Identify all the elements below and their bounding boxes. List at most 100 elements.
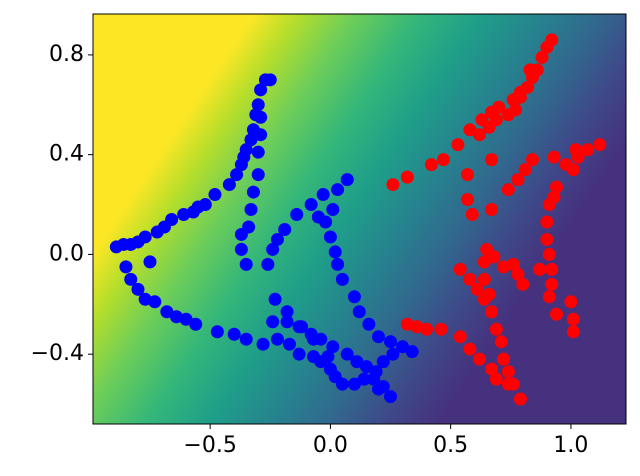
scatter-point	[482, 120, 496, 134]
scatter-point	[542, 290, 556, 304]
scatter-point	[485, 305, 499, 319]
scatter-point	[208, 188, 222, 202]
scatter-point	[465, 208, 479, 222]
scatter-point	[451, 138, 465, 152]
scatter-point	[335, 272, 349, 286]
scatter-point	[492, 100, 506, 114]
scatter-point	[307, 332, 321, 346]
scatter-point	[523, 63, 537, 77]
scatter-point	[542, 198, 556, 212]
scatter-point	[489, 322, 503, 336]
scatter-point	[124, 272, 138, 286]
scatter-point	[516, 277, 530, 291]
scatter-point	[473, 352, 487, 366]
scatter-point	[256, 337, 270, 351]
scatter-point	[290, 208, 304, 222]
scatter-point	[347, 377, 361, 391]
scatter-point	[347, 290, 361, 304]
scatter-point	[254, 110, 268, 124]
scatter-point	[244, 203, 258, 217]
scatter-point	[227, 327, 241, 341]
scatter-point	[119, 260, 133, 274]
scatter-point	[525, 153, 539, 167]
scatter-point	[372, 382, 386, 396]
scatter-point	[386, 347, 400, 361]
x-tick-label: 1.0	[553, 433, 588, 458]
scatter-point	[244, 133, 258, 147]
scatter-point	[321, 350, 335, 364]
scatter-point	[384, 335, 398, 349]
scatter-point	[477, 292, 491, 306]
scatter-point	[230, 168, 244, 182]
plot-area	[109, 33, 607, 406]
scatter-point	[566, 312, 580, 326]
scatter-point	[352, 305, 366, 319]
x-tick-label: 0.0	[313, 433, 348, 458]
scatter-point	[372, 330, 386, 344]
scatter-point	[189, 317, 203, 331]
scatter-point	[246, 185, 260, 199]
scatter-point	[234, 242, 248, 256]
scatter-point	[545, 262, 559, 276]
scatter-point	[254, 83, 268, 97]
scatter-point	[326, 203, 340, 217]
scatter-point	[266, 315, 280, 329]
scatter-point	[511, 267, 525, 281]
scatter-point	[581, 143, 595, 157]
scatter-point	[307, 350, 321, 364]
y-tick-label: 0.8	[49, 42, 84, 67]
scatter-point	[494, 335, 508, 349]
scatter-point	[254, 128, 268, 142]
scatter-point	[326, 340, 340, 354]
scatter-point	[511, 173, 525, 187]
scatter-point	[542, 247, 556, 261]
scatter-point	[280, 315, 294, 329]
scatter-point	[323, 230, 337, 244]
scatter-point	[376, 355, 390, 369]
scatter-point	[485, 153, 499, 167]
scatter-point	[340, 173, 354, 187]
scatter-point	[540, 232, 554, 246]
scatter-point	[501, 183, 515, 197]
scatter-point	[463, 123, 477, 137]
scatter-point	[331, 257, 345, 271]
scatter-point	[367, 372, 381, 386]
axes-frame	[92, 13, 627, 425]
scatter-point	[384, 390, 398, 404]
scatter-point	[485, 362, 499, 376]
x-tick-label: −0.5	[183, 433, 236, 458]
scatter-point	[270, 232, 284, 246]
scatter-point	[278, 222, 292, 236]
scatter-point	[261, 257, 275, 271]
scatter-point	[400, 170, 414, 184]
scatter-point	[143, 255, 157, 269]
scatter-point	[436, 153, 450, 167]
scatter-point	[424, 158, 438, 172]
scatter-point	[545, 277, 559, 291]
scatter-point	[234, 227, 248, 241]
scatter-point	[405, 345, 419, 359]
scatter-point	[460, 168, 474, 182]
scatter-point	[549, 307, 563, 321]
scatter-point	[545, 33, 559, 47]
scatter-point	[239, 332, 253, 346]
scatter-point	[497, 352, 511, 366]
scatter-point	[266, 242, 280, 256]
scatter-point	[460, 193, 474, 207]
scatter-point	[357, 372, 371, 386]
scatter-point	[477, 255, 491, 269]
scatter-point	[160, 305, 174, 319]
scatter-point	[316, 188, 330, 202]
scatter-point	[239, 143, 253, 157]
scatter-point	[350, 355, 364, 369]
scatter-point	[501, 377, 515, 391]
scatter-point	[518, 163, 532, 177]
scatter-point	[434, 322, 448, 336]
scatter-point	[571, 150, 585, 164]
scatter-point	[138, 230, 152, 244]
scatter-point	[535, 50, 549, 64]
scatter-point	[549, 180, 563, 194]
scatter-point	[131, 282, 145, 296]
scatter-point	[263, 73, 277, 87]
scatter-point	[165, 212, 179, 226]
